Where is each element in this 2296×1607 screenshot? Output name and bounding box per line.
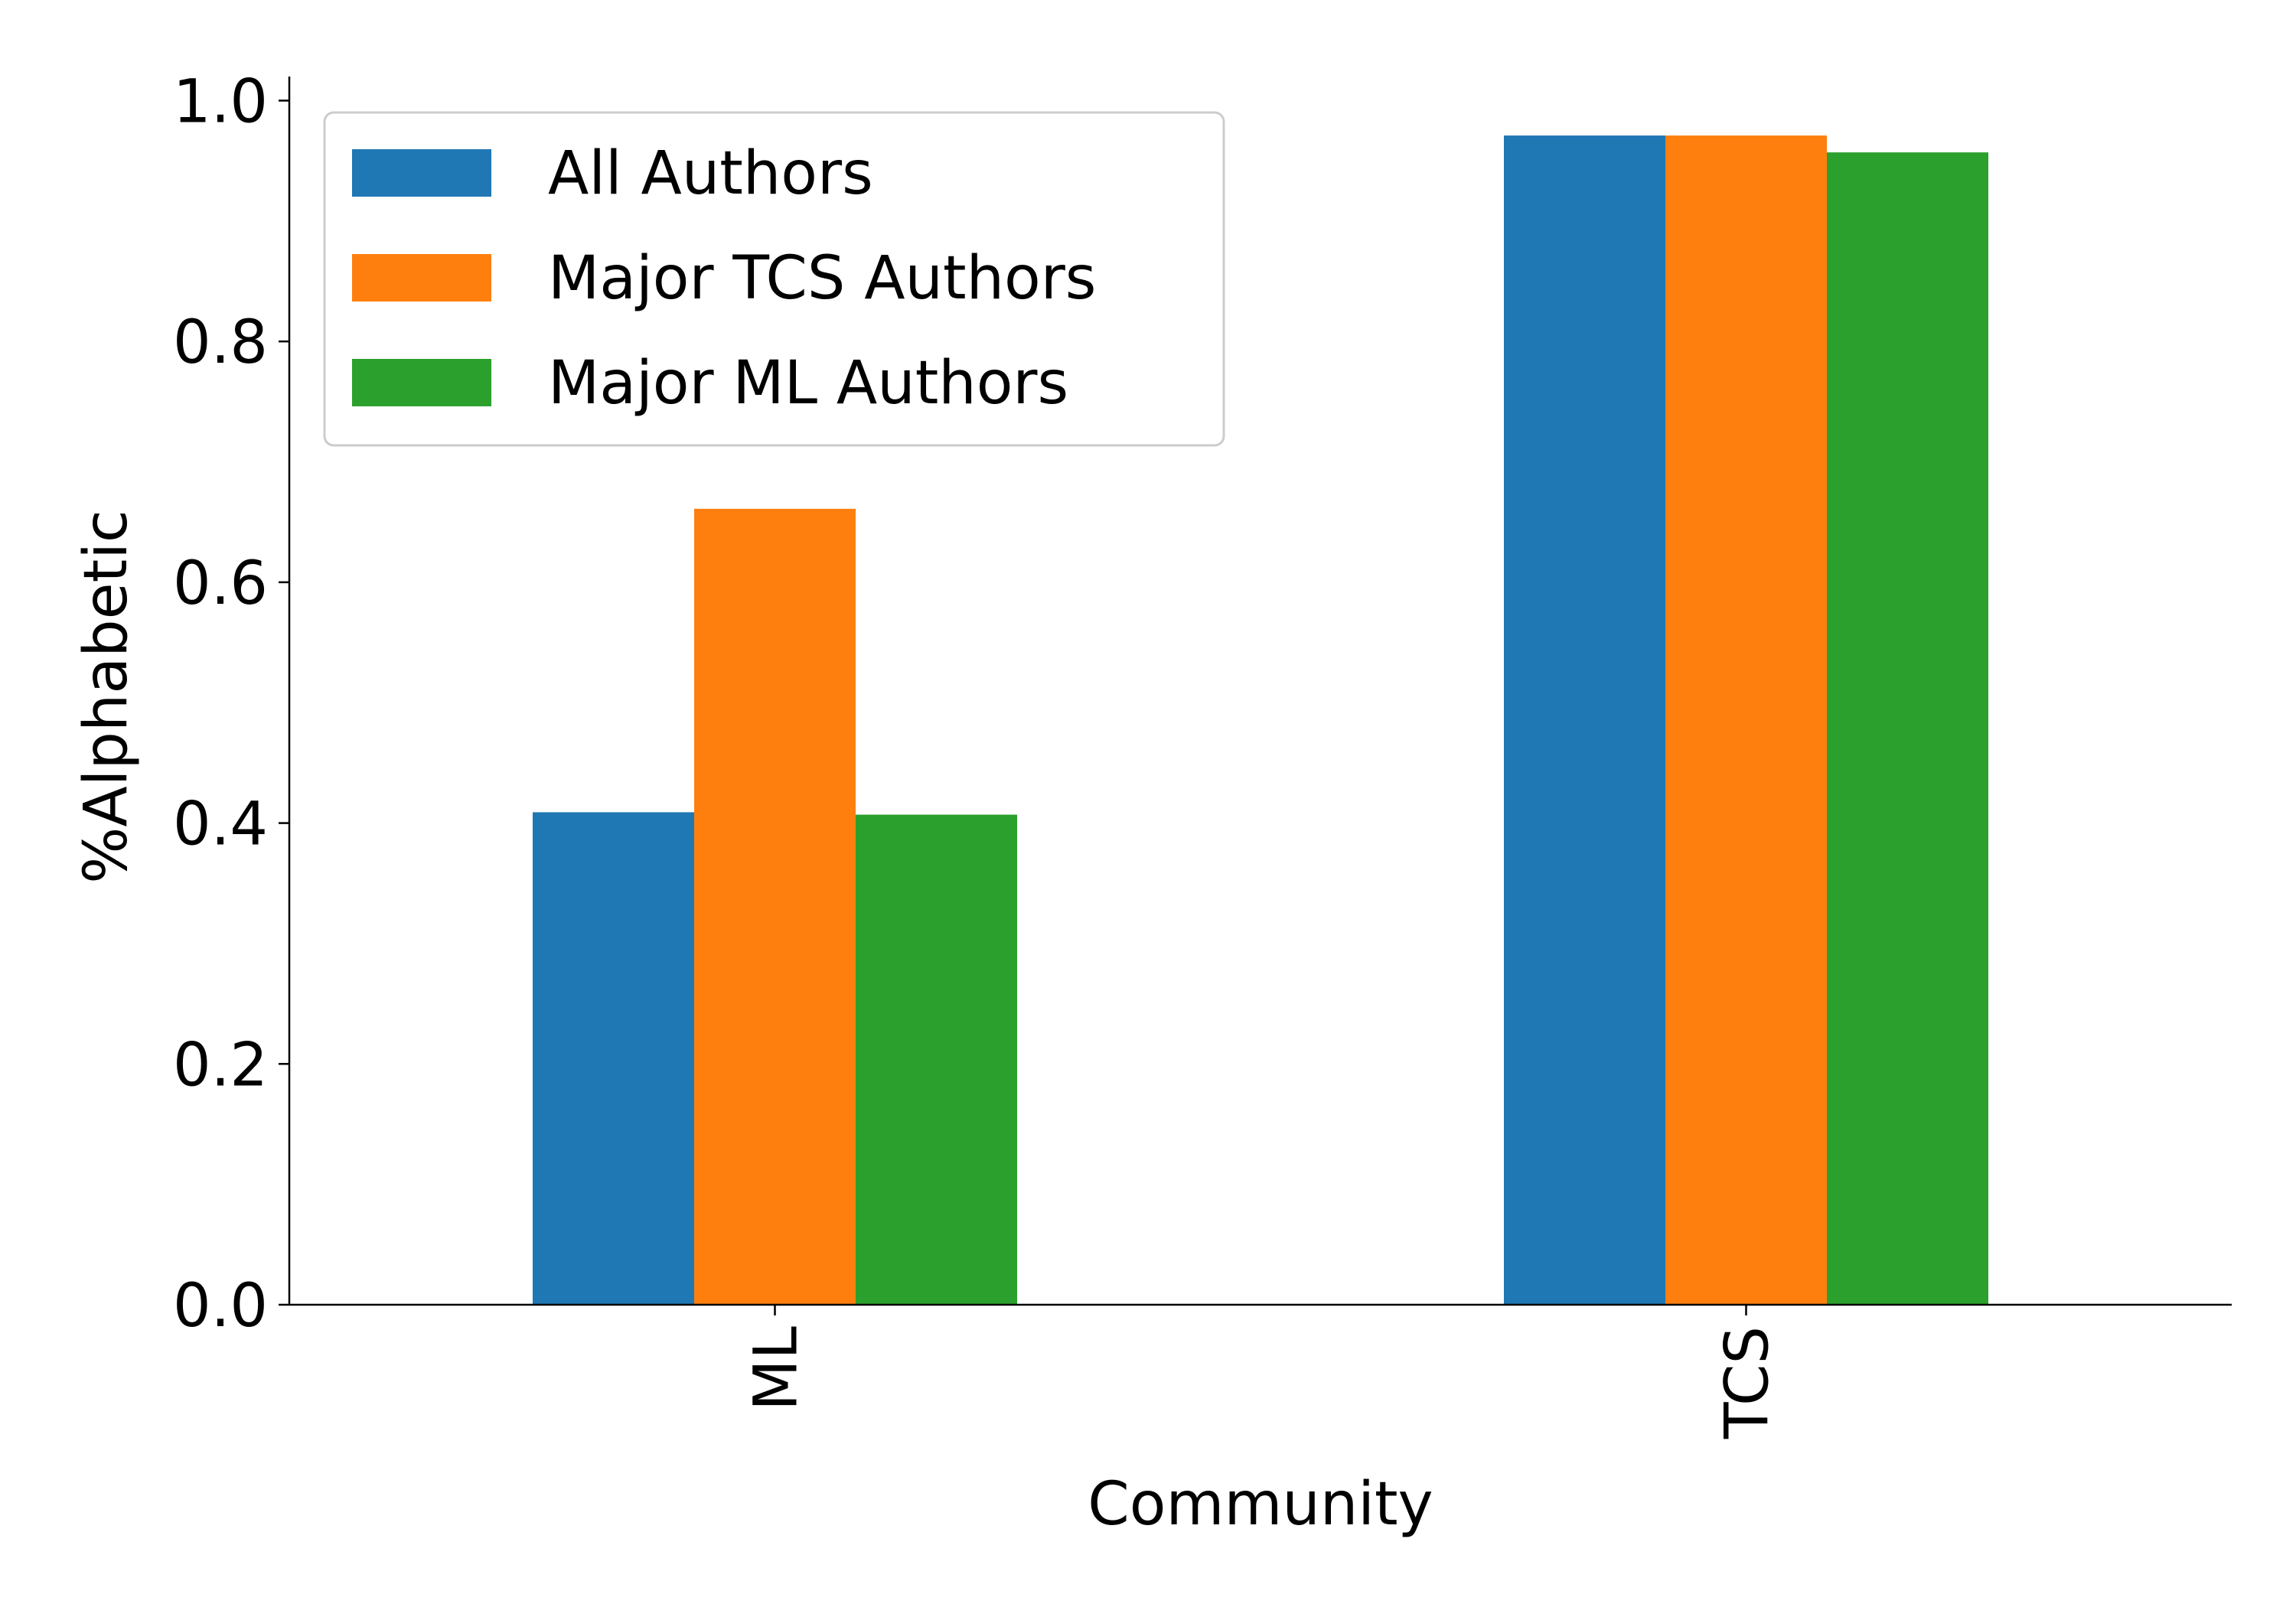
legend-label: Major ML Authors <box>548 349 1068 418</box>
x-ticks: ML TCS <box>742 1305 1782 1439</box>
y-tick-label: 1.0 <box>173 67 268 136</box>
x-axis-title: Community <box>1088 1470 1433 1539</box>
legend: All Authors Major TCS Authors Major ML Aut… <box>323 111 1225 447</box>
x-tick-label: TCS <box>1714 1326 1782 1439</box>
bar-tcs-major-ml-authors <box>1827 152 1988 1305</box>
y-tick-label: 0.2 <box>173 1031 268 1100</box>
legend-label: Major TCS Authors <box>548 244 1096 313</box>
bar-ml-all-authors <box>533 812 694 1305</box>
bar-tcs-all-authors <box>1504 135 1665 1305</box>
legend-label: All Authors <box>548 139 873 208</box>
y-tick-label: 0.8 <box>173 308 268 377</box>
y-tick-label: 0.6 <box>173 549 268 618</box>
legend-swatch <box>352 254 491 302</box>
x-tick-label: ML <box>742 1325 811 1410</box>
bar-ml-major-tcs-authors <box>694 508 856 1305</box>
y-ticks: 0.0 0.2 0.4 0.6 0.8 1.0 <box>173 67 289 1341</box>
bar-tcs-major-tcs-authors <box>1665 135 1827 1305</box>
axes-layer <box>288 77 2232 1306</box>
bars-layer <box>533 135 1988 1305</box>
legend-swatch <box>352 149 491 197</box>
legend-frame <box>323 111 1225 447</box>
y-tick-label: 0.4 <box>173 790 268 859</box>
legend-swatch <box>352 359 491 406</box>
y-axis-title: %Alphabetic <box>72 510 141 884</box>
bar-ml-major-ml-authors <box>856 814 1017 1305</box>
y-tick-label: 0.0 <box>173 1272 268 1341</box>
